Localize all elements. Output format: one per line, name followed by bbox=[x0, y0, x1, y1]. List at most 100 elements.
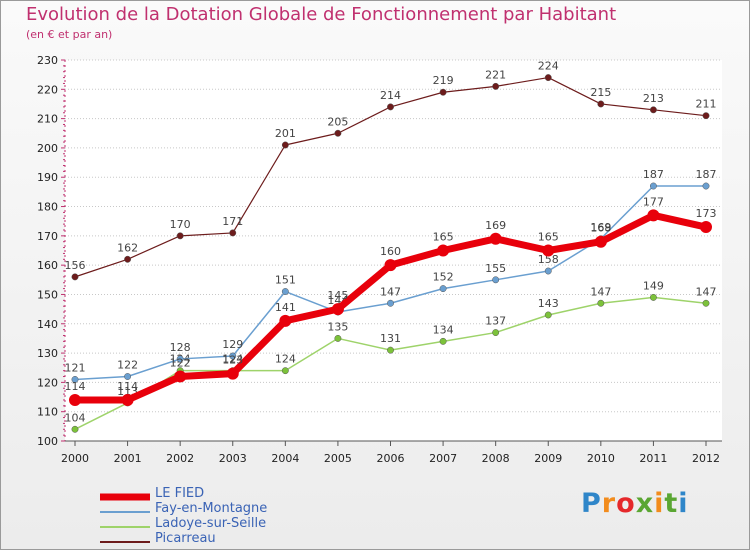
data-point-picarreau bbox=[334, 129, 342, 137]
data-point-picarreau bbox=[544, 74, 552, 82]
data-point-le-fied bbox=[331, 303, 344, 316]
logo-letter: i bbox=[678, 488, 689, 519]
x-tick-label: 2003 bbox=[219, 452, 247, 465]
data-point-le-fied bbox=[384, 259, 397, 272]
data-point-picarreau bbox=[71, 273, 79, 281]
data-point-picarreau bbox=[597, 100, 605, 108]
x-tick-label: 2007 bbox=[429, 452, 457, 465]
legend-label-le-fied: LE FIED bbox=[155, 486, 205, 501]
y-tick-label: 230 bbox=[37, 54, 58, 67]
data-point-le-fied bbox=[489, 232, 502, 245]
chart-subtitle: (en € et par an) bbox=[26, 28, 113, 41]
x-tick-label: 2000 bbox=[61, 452, 89, 465]
data-point-le-fied bbox=[647, 209, 660, 222]
legend-label-picarreau: Picarreau bbox=[155, 531, 216, 546]
data-point-ladoye-sur-seille bbox=[281, 367, 289, 375]
x-tick-label: 2008 bbox=[482, 452, 510, 465]
data-label-le-fied: 123 bbox=[222, 354, 243, 367]
logo-letter: t bbox=[664, 488, 679, 519]
data-point-fay-en-montagne bbox=[649, 182, 657, 190]
logo-letter: P bbox=[581, 488, 602, 519]
data-label-fay-en-montagne: 129 bbox=[222, 338, 243, 351]
y-tick-label: 210 bbox=[37, 113, 58, 126]
y-tick-label: 100 bbox=[37, 435, 58, 448]
data-label-le-fied: 145 bbox=[327, 289, 348, 302]
data-label-picarreau: 213 bbox=[643, 92, 664, 105]
chart-title: Evolution de la Dotation Globale de Fonc… bbox=[26, 4, 617, 25]
data-point-fay-en-montagne bbox=[492, 276, 500, 284]
data-label-fay-en-montagne: 151 bbox=[275, 274, 296, 287]
data-label-ladoye-sur-seille: 124 bbox=[275, 353, 296, 366]
x-tick-label: 2012 bbox=[692, 452, 720, 465]
legend-item-fay-en-montagne: Fay-en-Montagne bbox=[100, 502, 360, 517]
data-label-le-fied: 160 bbox=[380, 245, 401, 258]
data-point-picarreau bbox=[702, 112, 710, 120]
legend-item-ladoye-sur-seille: Ladoye-sur-Seille bbox=[100, 517, 360, 532]
legend-swatch-picarreau bbox=[100, 541, 150, 543]
data-label-le-fied: 165 bbox=[538, 231, 559, 244]
data-point-fay-en-montagne bbox=[281, 288, 289, 295]
data-label-fay-en-montagne: 152 bbox=[433, 271, 454, 284]
x-tick-label: 2002 bbox=[166, 452, 194, 465]
x-tick-label: 2009 bbox=[534, 452, 562, 465]
data-label-fay-en-montagne: 122 bbox=[117, 359, 138, 372]
data-label-picarreau: 162 bbox=[117, 241, 138, 254]
y-tick-label: 180 bbox=[37, 201, 58, 214]
data-point-ladoye-sur-seille bbox=[71, 425, 79, 433]
data-point-fay-en-montagne bbox=[176, 355, 184, 363]
data-point-picarreau bbox=[387, 103, 394, 111]
data-point-picarreau bbox=[492, 82, 500, 90]
data-label-picarreau: 201 bbox=[275, 127, 296, 140]
y-tick-label: 170 bbox=[37, 230, 58, 243]
y-tick-label: 150 bbox=[37, 288, 58, 301]
data-label-fay-en-montagne: 187 bbox=[696, 168, 717, 181]
data-point-ladoye-sur-seille bbox=[492, 329, 500, 337]
logo-letter: x bbox=[635, 488, 655, 519]
y-tick-label: 220 bbox=[37, 83, 58, 96]
data-label-ladoye-sur-seille: 143 bbox=[538, 297, 559, 310]
proxiti-logo: Proxiti bbox=[581, 488, 689, 519]
data-label-picarreau: 156 bbox=[65, 259, 86, 272]
data-label-fay-en-montagne: 169 bbox=[590, 221, 611, 234]
data-label-picarreau: 171 bbox=[222, 215, 243, 228]
y-tick-label: 190 bbox=[37, 171, 58, 184]
data-label-ladoye-sur-seille: 134 bbox=[433, 323, 454, 336]
data-point-fay-en-montagne bbox=[439, 285, 447, 293]
data-label-le-fied: 177 bbox=[643, 195, 664, 208]
data-label-le-fied: 168 bbox=[590, 222, 611, 235]
x-tick-label: 2011 bbox=[639, 452, 667, 465]
data-label-picarreau: 170 bbox=[170, 218, 191, 231]
data-label-fay-en-montagne: 128 bbox=[170, 341, 191, 354]
data-label-le-fied: 114 bbox=[65, 380, 86, 393]
data-label-le-fied: 165 bbox=[433, 231, 454, 244]
data-point-le-fied bbox=[542, 244, 555, 257]
data-label-le-fied: 173 bbox=[696, 207, 717, 220]
data-label-fay-en-montagne: 158 bbox=[538, 253, 559, 266]
data-point-ladoye-sur-seille bbox=[387, 346, 394, 354]
data-label-ladoye-sur-seille: 135 bbox=[327, 320, 348, 333]
data-point-le-fied bbox=[121, 393, 134, 406]
data-point-fay-en-montagne bbox=[71, 376, 79, 383]
data-point-ladoye-sur-seille bbox=[544, 311, 552, 319]
legend-item-picarreau: Picarreau bbox=[100, 532, 360, 547]
legend: LE FIED Fay-en-Montagne Ladoye-sur-Seill… bbox=[100, 487, 360, 547]
data-point-le-fied bbox=[700, 221, 712, 234]
data-label-fay-en-montagne: 187 bbox=[643, 168, 664, 181]
logo-letter: o bbox=[616, 488, 636, 519]
data-point-le-fied bbox=[226, 367, 239, 380]
data-point-le-fied bbox=[437, 244, 450, 257]
legend-label-ladoye-sur-seille: Ladoye-sur-Seille bbox=[155, 516, 267, 531]
data-label-ladoye-sur-seille: 147 bbox=[696, 285, 717, 298]
data-label-picarreau: 215 bbox=[590, 86, 611, 99]
data-label-picarreau: 211 bbox=[696, 98, 717, 111]
x-tick-label: 2010 bbox=[587, 452, 615, 465]
data-point-fay-en-montagne bbox=[544, 267, 552, 275]
data-point-picarreau bbox=[229, 229, 237, 237]
data-point-ladoye-sur-seille bbox=[334, 334, 342, 342]
data-point-le-fied bbox=[594, 235, 607, 248]
y-tick-label: 120 bbox=[37, 376, 58, 389]
data-point-fay-en-montagne bbox=[124, 373, 132, 380]
data-label-fay-en-montagne: 121 bbox=[65, 361, 86, 374]
data-point-le-fied bbox=[174, 370, 187, 383]
